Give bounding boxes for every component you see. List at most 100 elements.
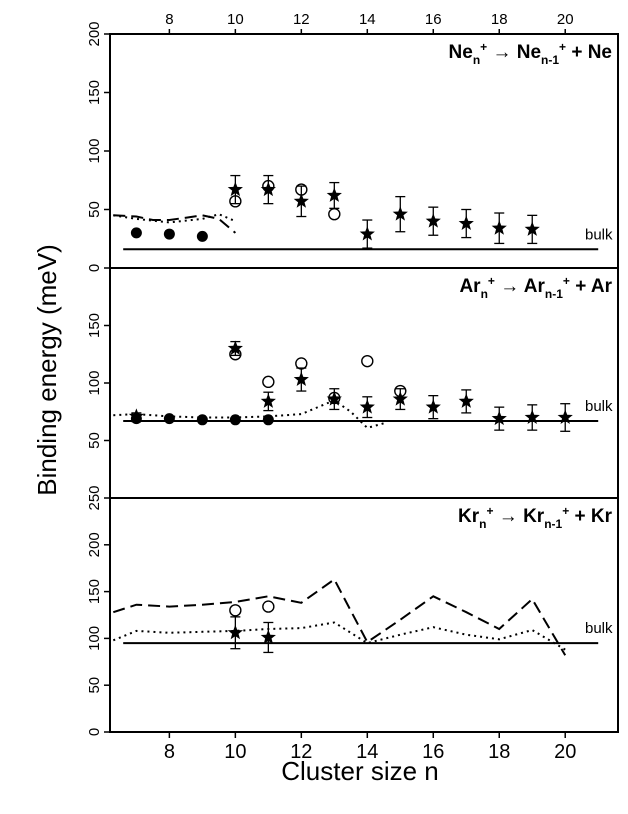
panel-title-part: Ne — [449, 42, 473, 63]
filled-circle-point — [130, 413, 142, 425]
panel-title-ne: Nen+ → Nen-1+ + Ne — [449, 40, 612, 67]
bulk-label-ne: bulk — [585, 226, 613, 243]
star-point — [227, 181, 243, 197]
star-point — [458, 215, 474, 231]
y-tick-label-ar: 50 — [86, 432, 103, 449]
panel-title-part: + — [488, 274, 495, 288]
star-point — [359, 226, 375, 241]
y-tick-label-ar: 100 — [86, 370, 103, 395]
filled-circle-point — [262, 414, 274, 426]
star-point — [524, 221, 540, 236]
bottom-x-tick-label: 14 — [356, 741, 378, 763]
star-point — [260, 393, 276, 408]
filled-circle-point — [130, 227, 142, 239]
dotted-line-ne — [113, 213, 236, 224]
top-x-tick-label: 10 — [227, 11, 244, 28]
panel-title-part: Kr — [458, 506, 480, 527]
star-point — [392, 206, 408, 221]
filled-circle-point — [163, 228, 175, 240]
star-point — [227, 340, 243, 355]
top-x-tick-label: 16 — [425, 11, 442, 28]
top-x-tick-label: 18 — [491, 11, 508, 28]
star-point — [524, 409, 540, 424]
panel-title-part: n-1 — [545, 287, 563, 301]
star-point — [359, 399, 375, 414]
y-tick-label-kr: 50 — [86, 677, 103, 694]
y-tick-label-kr: 100 — [86, 626, 103, 651]
panel-title-part: Kr — [523, 506, 545, 527]
bottom-x-tick-label: 12 — [290, 741, 312, 763]
y-tick-label-ne: 0 — [86, 264, 103, 272]
bottom-x-tick-label: 16 — [422, 741, 444, 763]
y-axis-title-group: Binding energy (meV) — [32, 244, 62, 495]
top-x-tick-label: 20 — [557, 11, 574, 28]
panel-title-part: → — [495, 276, 524, 297]
y-tick-label-kr: 0 — [86, 728, 103, 736]
open-circle-point — [229, 348, 242, 361]
star-point — [227, 624, 243, 640]
top-x-tick-label: 14 — [359, 11, 376, 28]
bulk-label-ar: bulk — [585, 398, 613, 415]
top-x-tick-label: 12 — [293, 11, 310, 28]
top-x-tick-label: 8 — [165, 11, 173, 28]
panel-title-part: Ne — [517, 42, 541, 63]
star-point — [326, 391, 342, 406]
panel-title-part: + Kr — [569, 506, 612, 527]
panel-title-kr: Krn+ → Krn-1+ + Kr — [458, 504, 613, 531]
open-circle-point — [295, 183, 308, 196]
filled-circle-point — [163, 413, 175, 425]
star-point — [491, 220, 507, 235]
filled-circle-point — [229, 414, 241, 426]
panel-title-part: n — [473, 53, 480, 67]
panel-title-part: → — [494, 506, 524, 527]
star-point — [458, 393, 474, 408]
y-tick-label-ne: 200 — [86, 21, 103, 46]
y-tick-label-kr: 200 — [86, 532, 103, 557]
panel-title-part: + — [487, 504, 494, 518]
panel-title-part: Ar — [459, 276, 481, 297]
panel-title-part: Ar — [524, 276, 546, 297]
open-circle-point — [229, 604, 242, 617]
panel-title-ar: Arn+ → Arn-1+ + Ar — [459, 274, 612, 301]
open-circle-point — [394, 384, 407, 398]
star-point — [425, 213, 441, 228]
panel-title-part: + — [480, 40, 487, 54]
y-tick-label-ne: 100 — [86, 138, 103, 163]
dashed-line-ne — [113, 214, 237, 234]
open-circle-point — [361, 354, 374, 368]
panel-title-part: + — [563, 274, 570, 288]
panel-title-part: + — [559, 40, 566, 54]
x-axis-title: Cluster size n — [281, 756, 439, 786]
open-circle-point — [262, 375, 275, 389]
y-tick-label-kr: 250 — [86, 485, 103, 510]
bottom-x-tick-label: 8 — [164, 741, 175, 763]
panel-frame-kr — [109, 497, 619, 733]
panel-title-part: n — [481, 287, 488, 301]
open-circle-point — [328, 391, 341, 405]
star-point — [425, 399, 441, 414]
filled-circle-point — [196, 230, 208, 242]
panel-title-part: + Ne — [566, 42, 612, 63]
bulk-label-kr: bulk — [585, 620, 613, 637]
open-circle-point — [262, 179, 275, 193]
panel-title-part: + Ar — [570, 276, 613, 297]
star-point — [491, 410, 507, 426]
bottom-x-tick-label: 20 — [554, 741, 576, 763]
open-circle-point — [229, 195, 242, 208]
dashed-line-kr — [112, 577, 567, 656]
star-point — [293, 371, 309, 387]
dotted-line-kr — [112, 621, 566, 651]
filled-circle-point — [196, 414, 208, 426]
open-circle-point — [328, 207, 341, 221]
open-circle-point — [295, 357, 308, 370]
panel-title-part: n — [479, 517, 486, 531]
open-circle-point — [262, 600, 275, 613]
star-point — [260, 181, 276, 197]
bottom-x-tick-label: 18 — [488, 741, 510, 763]
star-point — [260, 629, 276, 644]
